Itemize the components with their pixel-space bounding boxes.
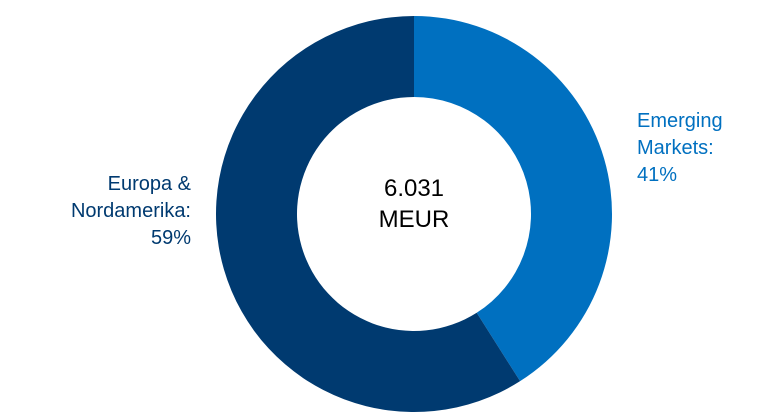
- donut-slice-1: [216, 16, 521, 412]
- slice-label-emerging-markets: Emerging Markets: 41%: [637, 108, 723, 189]
- donut-slice-0: [414, 16, 612, 382]
- slice-label-line: Nordamerika:: [70, 200, 191, 222]
- slice-label-line: Markets:: [637, 137, 714, 159]
- slice-label-europa-nordamerika: Europa & Nordamerika: 59%: [71, 171, 191, 252]
- donut-center-label: 6.031 MEUR: [314, 173, 514, 235]
- slice-label-line: 59%: [150, 227, 191, 249]
- slice-label-line: Europa &: [107, 173, 191, 195]
- center-value: 6.031: [383, 175, 445, 202]
- slice-label-line: 41%: [637, 164, 678, 186]
- slice-label-line: Emerging: [637, 110, 723, 132]
- center-unit: MEUR: [378, 206, 450, 233]
